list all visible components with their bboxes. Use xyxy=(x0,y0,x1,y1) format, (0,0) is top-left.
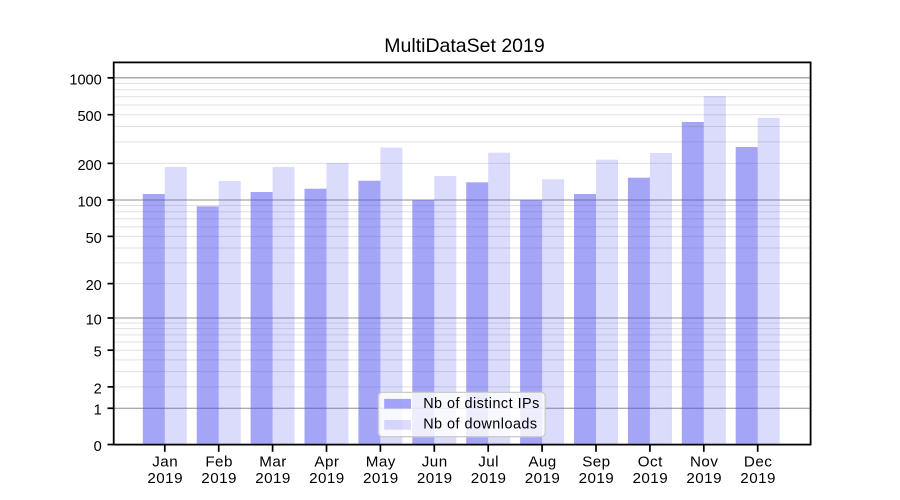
svg-text:Nb of downloads: Nb of downloads xyxy=(423,417,537,433)
svg-text:10: 10 xyxy=(86,312,102,328)
svg-text:Jun: Jun xyxy=(422,454,448,471)
svg-text:Jul: Jul xyxy=(478,454,499,471)
svg-text:2019: 2019 xyxy=(147,470,183,487)
svg-text:2019: 2019 xyxy=(525,470,561,487)
svg-text:2019: 2019 xyxy=(417,470,453,487)
svg-text:Nb of distinct IPs: Nb of distinct IPs xyxy=(423,396,540,412)
svg-text:Dec: Dec xyxy=(744,454,772,471)
svg-text:2019: 2019 xyxy=(686,470,722,487)
svg-text:Nov: Nov xyxy=(690,454,718,471)
svg-text:2019: 2019 xyxy=(740,470,776,487)
svg-text:2019: 2019 xyxy=(309,470,345,487)
svg-text:500: 500 xyxy=(77,109,101,125)
svg-text:2019: 2019 xyxy=(363,470,399,487)
svg-text:100: 100 xyxy=(77,194,101,210)
svg-text:Jan: Jan xyxy=(152,454,178,471)
svg-text:Mar: Mar xyxy=(259,454,287,471)
svg-text:2019: 2019 xyxy=(579,470,615,487)
svg-text:Apr: Apr xyxy=(314,454,339,471)
svg-text:2019: 2019 xyxy=(201,470,237,487)
svg-text:Sep: Sep xyxy=(582,454,610,471)
svg-text:Aug: Aug xyxy=(528,454,556,471)
svg-text:1000: 1000 xyxy=(69,72,101,88)
svg-text:1: 1 xyxy=(94,403,102,419)
svg-text:2019: 2019 xyxy=(471,470,507,487)
svg-text:5: 5 xyxy=(94,345,102,361)
svg-text:Feb: Feb xyxy=(205,454,233,471)
svg-text:0: 0 xyxy=(94,439,102,455)
svg-text:MultiDataSet 2019: MultiDataSet 2019 xyxy=(384,35,544,57)
svg-text:200: 200 xyxy=(77,158,101,174)
svg-text:May: May xyxy=(366,454,396,471)
svg-text:2019: 2019 xyxy=(255,470,291,487)
svg-text:2: 2 xyxy=(94,381,102,397)
svg-text:2019: 2019 xyxy=(633,470,669,487)
svg-text:50: 50 xyxy=(86,231,102,247)
svg-text:20: 20 xyxy=(86,278,102,294)
svg-text:Oct: Oct xyxy=(638,454,663,471)
